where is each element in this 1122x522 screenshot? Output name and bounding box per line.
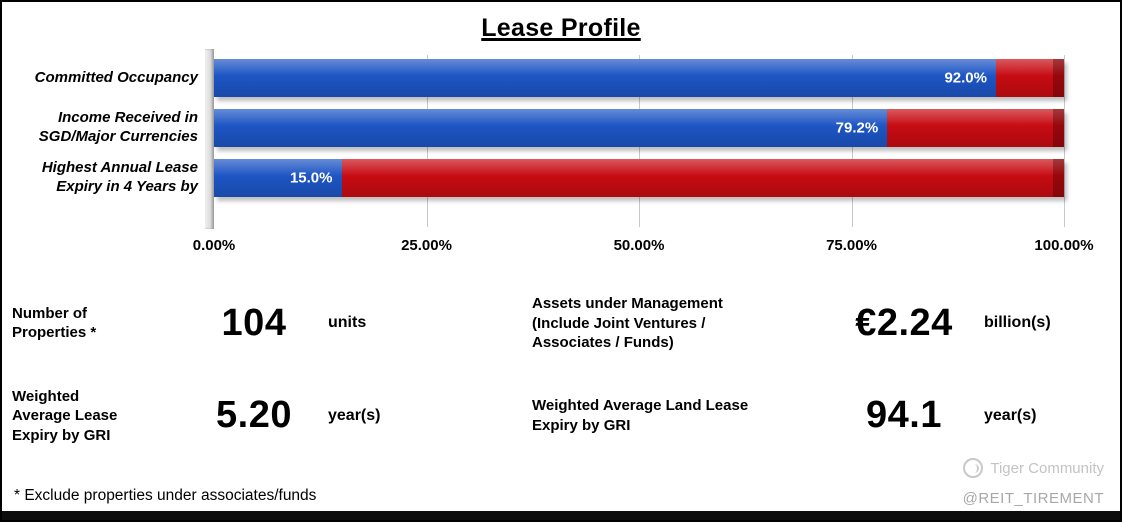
bar-value-label: 15.0% [289,169,333,187]
stat-value: €2.24 [855,301,953,344]
stat-unit: billion(s) [984,314,1051,332]
x-tick-label: 50.00% [613,237,665,254]
bar-remainder [887,109,1064,147]
stat-label: Number of Properties * [12,304,97,342]
category-label: Income Received in SGD/Major Currencies [38,109,198,145]
bar-fill: 92.0% [214,59,996,97]
x-tick-label: 0.00% [192,237,236,254]
stat-assets-under-management: Assets under Management (Include Joint V… [532,294,1106,353]
bar-chart: Committed Occupancy Income Received in S… [2,49,1120,261]
stat-label: Assets under Management (Include Joint V… [532,295,723,351]
category-labels: Committed Occupancy Income Received in S… [2,59,198,197]
watermark-brand-label: Tiger Community [990,459,1104,477]
stat-unit: units [328,314,367,332]
stat-value: 5.20 [216,394,292,437]
bar-fill: 79.2% [214,109,888,147]
footnote: * Exclude properties under associates/fu… [14,487,317,504]
category-label: Committed Occupancy [34,68,198,86]
stat-weighted-average-land-lease-expiry: Weighted Average Land Lease Expiry by GR… [532,387,1106,446]
bar-value-label: 92.0% [944,69,987,87]
x-tick-label: 25.00% [401,237,452,254]
watermark: Tiger Community @REIT_TIREMENT [963,458,1104,507]
y-axis-wall [205,49,214,229]
bar-fill: 15.0% [214,159,342,197]
stat-number-of-properties: Number of Properties * 104 units [12,294,532,353]
bar-value-label: 79.2% [835,119,879,137]
x-tick-label: 100.00% [1034,237,1094,254]
bar-remainder [996,59,1064,97]
stat-label: Weighted Average Land Lease Expiry by GR… [532,397,749,434]
stat-weighted-average-lease-expiry: Weighted Average Lease Expiry by GRI 5.2… [12,387,532,446]
stat-label: Weighted Average Lease Expiry by GRI [12,387,118,444]
watermark-handle: @REIT_TIREMENT [962,490,1104,507]
stats-grid: Number of Properties * 104 units Assets … [12,294,1106,445]
bar-row: 79.2% [214,109,1064,147]
x-axis: 0.00% 25.00% 50.00% 75.00% 100.00% [193,237,1094,261]
x-tick-label: 75.00% [826,237,877,254]
bar-rows: 92.0% 79.2% 15.0% [214,59,1064,197]
category-label: Highest Annual Lease Expiry in 4 Years b… [41,159,198,195]
watermark-brand: Tiger Community [963,458,1104,478]
stat-unit: year(s) [984,406,1037,424]
stat-value: 94.1 [866,394,942,437]
page-title: Lease Profile [481,14,641,42]
gridline-100 [1064,55,1065,227]
bottom-border-strip [2,511,1120,520]
tiger-community-logo-icon [963,458,984,478]
bar-remainder [341,159,1064,197]
bar-row: 92.0% [214,59,1064,97]
stat-value: 104 [221,301,287,344]
bar-row: 15.0% [214,159,1064,197]
stat-unit: year(s) [328,406,381,424]
